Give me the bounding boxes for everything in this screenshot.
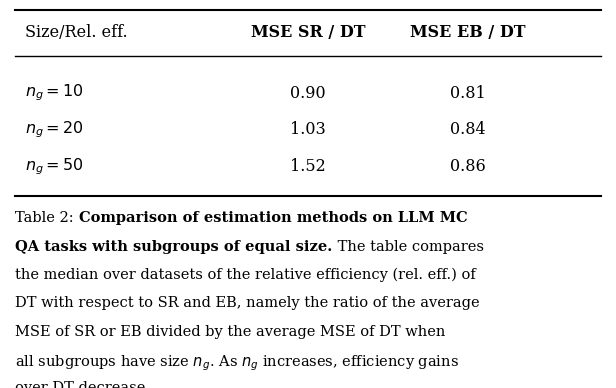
Text: Table 2:: Table 2: bbox=[15, 211, 79, 225]
Text: 1.52: 1.52 bbox=[290, 158, 326, 175]
Text: the median over datasets of the relative efficiency (rel. eff.) of: the median over datasets of the relative… bbox=[15, 268, 476, 282]
Text: Size/Rel. eff.: Size/Rel. eff. bbox=[25, 24, 128, 42]
Text: $n_g = 10$: $n_g = 10$ bbox=[25, 83, 83, 104]
Text: 0.84: 0.84 bbox=[450, 121, 486, 139]
Text: over DT decrease.: over DT decrease. bbox=[15, 381, 150, 388]
Text: 0.81: 0.81 bbox=[450, 85, 486, 102]
Text: MSE of SR or EB divided by the average MSE of DT when: MSE of SR or EB divided by the average M… bbox=[15, 325, 446, 339]
Text: 0.86: 0.86 bbox=[450, 158, 486, 175]
Text: 0.90: 0.90 bbox=[290, 85, 326, 102]
Text: DT with respect to SR and EB, namely the ratio of the average: DT with respect to SR and EB, namely the… bbox=[15, 296, 480, 310]
Text: MSE SR / DT: MSE SR / DT bbox=[251, 24, 365, 42]
Text: all subgroups have size $n_g$. As $n_g$ increases, efficiency gains: all subgroups have size $n_g$. As $n_g$ … bbox=[15, 353, 460, 373]
Text: 1.03: 1.03 bbox=[290, 121, 326, 139]
Text: Comparison of estimation methods on LLM MC: Comparison of estimation methods on LLM … bbox=[79, 211, 468, 225]
Text: MSE EB / DT: MSE EB / DT bbox=[410, 24, 526, 42]
Text: $n_g = 20$: $n_g = 20$ bbox=[25, 120, 83, 140]
Text: QA tasks with subgroups of equal size.: QA tasks with subgroups of equal size. bbox=[15, 240, 333, 254]
Text: $n_g = 50$: $n_g = 50$ bbox=[25, 156, 83, 177]
Text: The table compares: The table compares bbox=[333, 240, 484, 254]
